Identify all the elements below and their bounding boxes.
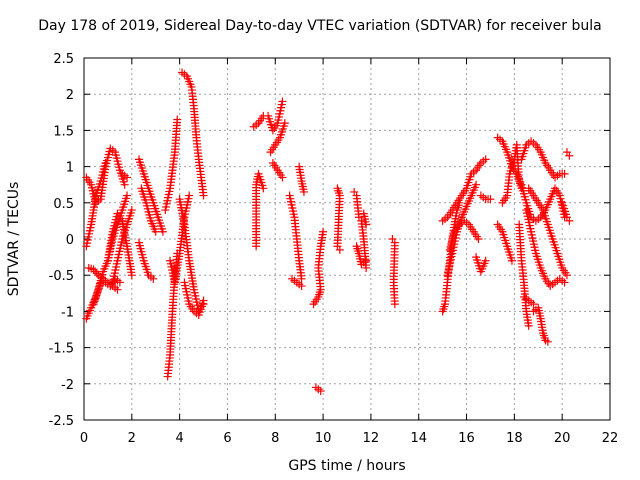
x-tick-label: 22 bbox=[602, 431, 619, 446]
data-point bbox=[481, 256, 490, 265]
data-point bbox=[123, 173, 132, 182]
y-tick-label: -1 bbox=[61, 305, 74, 320]
data-point bbox=[481, 155, 490, 164]
data-points bbox=[82, 68, 574, 396]
data-point bbox=[123, 191, 132, 200]
data-point bbox=[529, 300, 538, 309]
y-tick-label: -2.5 bbox=[49, 414, 74, 429]
data-point bbox=[280, 119, 289, 128]
data-point bbox=[472, 180, 481, 189]
x-axis-label: GPS time / hours bbox=[288, 458, 405, 474]
x-tick-label: 2 bbox=[128, 431, 136, 446]
data-point bbox=[299, 187, 308, 196]
data-point bbox=[297, 274, 306, 283]
data-point bbox=[362, 220, 371, 229]
y-tick-label: -1.5 bbox=[49, 342, 74, 357]
data-point bbox=[127, 206, 136, 215]
x-tick-label: 16 bbox=[458, 431, 475, 446]
data-point bbox=[335, 245, 344, 254]
y-tick-label: 0 bbox=[66, 233, 74, 248]
data-point bbox=[562, 271, 571, 280]
data-point bbox=[565, 151, 574, 160]
axis-ticks: 0 2 4 6 8 10 12 14 16 18 20 22 2.5 2 1.5 1 0.5 0 -0.5 -1 -1.… bbox=[49, 52, 619, 446]
data-point bbox=[173, 115, 182, 124]
data-point bbox=[297, 282, 306, 291]
data-point bbox=[199, 191, 208, 200]
data-point bbox=[278, 97, 287, 106]
y-tick-label: 1 bbox=[66, 161, 74, 176]
data-point bbox=[127, 271, 136, 280]
x-tick-label: 12 bbox=[363, 431, 380, 446]
data-point bbox=[565, 216, 574, 225]
data-point bbox=[560, 169, 569, 178]
data-point bbox=[362, 263, 371, 272]
x-tick-label: 18 bbox=[506, 431, 523, 446]
data-point bbox=[120, 180, 129, 189]
x-tick-label: 4 bbox=[175, 431, 183, 446]
data-point bbox=[149, 274, 158, 283]
data-point bbox=[259, 184, 268, 193]
y-tick-label: -2 bbox=[61, 378, 74, 393]
data-point bbox=[92, 269, 101, 278]
data-point bbox=[151, 227, 160, 236]
x-tick-label: 10 bbox=[315, 431, 332, 446]
data-point bbox=[316, 387, 325, 396]
data-point bbox=[319, 227, 328, 236]
data-point bbox=[158, 227, 167, 236]
data-point bbox=[517, 184, 526, 193]
y-tick-label: 0.5 bbox=[53, 197, 74, 212]
data-point bbox=[543, 337, 552, 346]
data-point bbox=[507, 256, 516, 265]
x-tick-label: 6 bbox=[223, 431, 231, 446]
data-point bbox=[115, 278, 124, 287]
x-tick-label: 14 bbox=[410, 431, 427, 446]
data-point bbox=[390, 300, 399, 309]
y-tick-label: 2 bbox=[66, 88, 74, 103]
y-axis-label: SDTVAR / TECUs bbox=[6, 182, 22, 297]
chart-title: Day 178 of 2019, Sidereal Day-to-day VTE… bbox=[38, 18, 602, 34]
data-point bbox=[113, 285, 122, 294]
data-point bbox=[362, 256, 371, 265]
y-tick-label: -0.5 bbox=[49, 269, 74, 284]
data-point bbox=[474, 235, 483, 243]
data-point bbox=[560, 278, 569, 287]
y-tick-label: 1.5 bbox=[53, 124, 74, 139]
data-point bbox=[101, 158, 110, 167]
data-point bbox=[278, 173, 287, 182]
grid-lines bbox=[84, 58, 610, 420]
data-point bbox=[486, 195, 495, 204]
x-tick-label: 0 bbox=[80, 431, 88, 446]
y-tick-label: 2.5 bbox=[53, 52, 74, 67]
x-tick-label: 8 bbox=[271, 431, 279, 446]
data-point bbox=[524, 321, 533, 330]
data-point bbox=[185, 191, 194, 200]
x-tick-label: 20 bbox=[554, 431, 571, 446]
data-point bbox=[199, 296, 208, 305]
plot-frame bbox=[83, 57, 611, 421]
